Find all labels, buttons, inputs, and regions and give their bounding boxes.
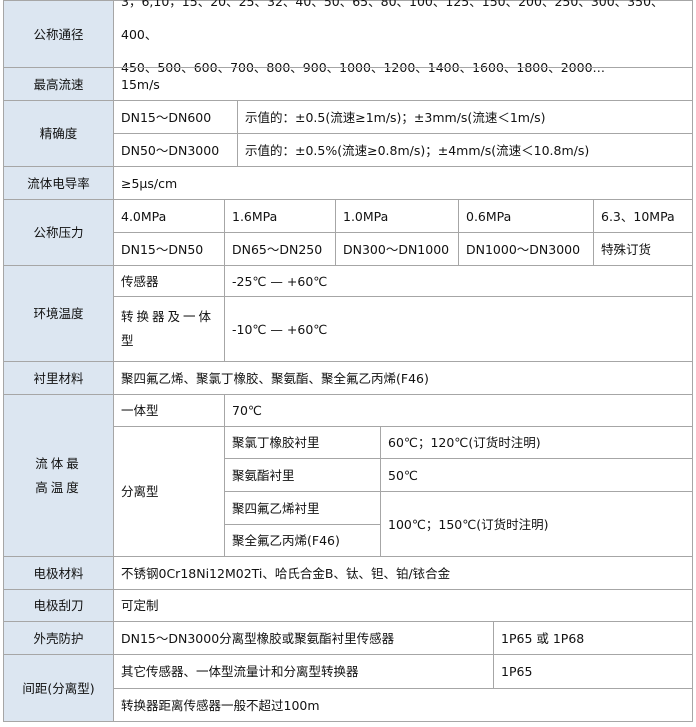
row-label: 间距(分离型)	[3, 654, 114, 722]
row-label: 环境温度	[3, 265, 114, 362]
cell: DN1000～DN3000	[458, 232, 594, 266]
cell: 聚氯丁橡胶衬里	[224, 426, 381, 459]
cell: 其它传感器、一体型流量计和分离型转换器	[113, 654, 494, 689]
cell: 1.6MPa	[224, 199, 336, 233]
row-label: 最高流速	[3, 67, 114, 101]
row-label: 流体电导率	[3, 166, 114, 200]
cell: 15m/s	[113, 67, 693, 101]
cell: -25℃ — +60℃	[224, 265, 693, 297]
cell: 1.0MPa	[335, 199, 459, 233]
cell: DN65～DN250	[224, 232, 336, 266]
row-label: 精确度	[3, 100, 114, 167]
cell: 6.3、10MPa	[593, 199, 693, 233]
cell: DN15～DN50	[113, 232, 225, 266]
cell: 100℃；150℃(订货时注明)	[380, 491, 693, 557]
row-label: 外壳防护	[3, 621, 114, 655]
cell: DN300～DN1000	[335, 232, 459, 266]
cell: 4.0MPa	[113, 199, 225, 233]
cell: DN50～DN3000	[113, 133, 238, 167]
row-label: 公称通径	[3, 0, 114, 68]
cell: 一体型	[113, 394, 225, 427]
cell: DN15～DN600	[113, 100, 238, 134]
text-line: 流体最	[35, 455, 82, 471]
cell: 聚全氟乙丙烯(F46)	[224, 524, 381, 557]
row-label: 衬里材料	[3, 361, 114, 395]
cell: 1P65	[493, 654, 693, 689]
cell: 转换器及一体型	[113, 296, 225, 362]
text-line: 高温度	[35, 479, 82, 495]
row-label: 流体最 高温度	[3, 394, 114, 557]
cell: 转换器距离传感器一般不超过100m	[113, 688, 693, 722]
cell: ≥5μs/cm	[113, 166, 693, 200]
cell: 分离型	[113, 426, 225, 557]
cell: 1P65 或 1P68	[493, 621, 693, 655]
cell: 示值的：±0.5(流速≥1m/s)；±3mm/s(流速＜1m/s)	[237, 100, 693, 134]
cell: 聚四氟乙烯衬里	[224, 491, 381, 525]
row-label: 电极材料	[3, 556, 114, 590]
cell: 传感器	[113, 265, 225, 297]
cell: 70℃	[224, 394, 693, 427]
text-line: 3，6,10，15、20、25、32、40、50、65、80、100、125、1…	[121, 0, 664, 42]
cell: 可定制	[113, 589, 693, 622]
cell: 特殊订货	[593, 232, 693, 266]
cell: 50℃	[380, 458, 693, 492]
cell: 0.6MPa	[458, 199, 594, 233]
cell: 3，6,10，15、20、25、32、40、50、65、80、100、125、1…	[113, 0, 693, 75]
cell: 聚氨酯衬里	[224, 458, 381, 492]
cell: 示值的：±0.5%(流速≥0.8m/s)；±4mm/s(流速＜10.8m/s)	[237, 133, 693, 167]
cell: DN15～DN3000分离型橡胶或聚氨酯衬里传感器	[113, 621, 494, 655]
cell: 聚四氟乙烯、聚氯丁橡胶、聚氨酯、聚全氟乙丙烯(F46)	[113, 361, 693, 395]
row-label: 公称压力	[3, 199, 114, 266]
cell: 60℃；120℃(订货时注明)	[380, 426, 693, 459]
cell: -10℃ — +60℃	[224, 296, 693, 362]
cell: 不锈钢0Cr18Ni12M02Ti、哈氏合金B、钛、钽、铂/铱合金	[113, 556, 693, 590]
row-label: 电极刮刀	[3, 589, 114, 622]
